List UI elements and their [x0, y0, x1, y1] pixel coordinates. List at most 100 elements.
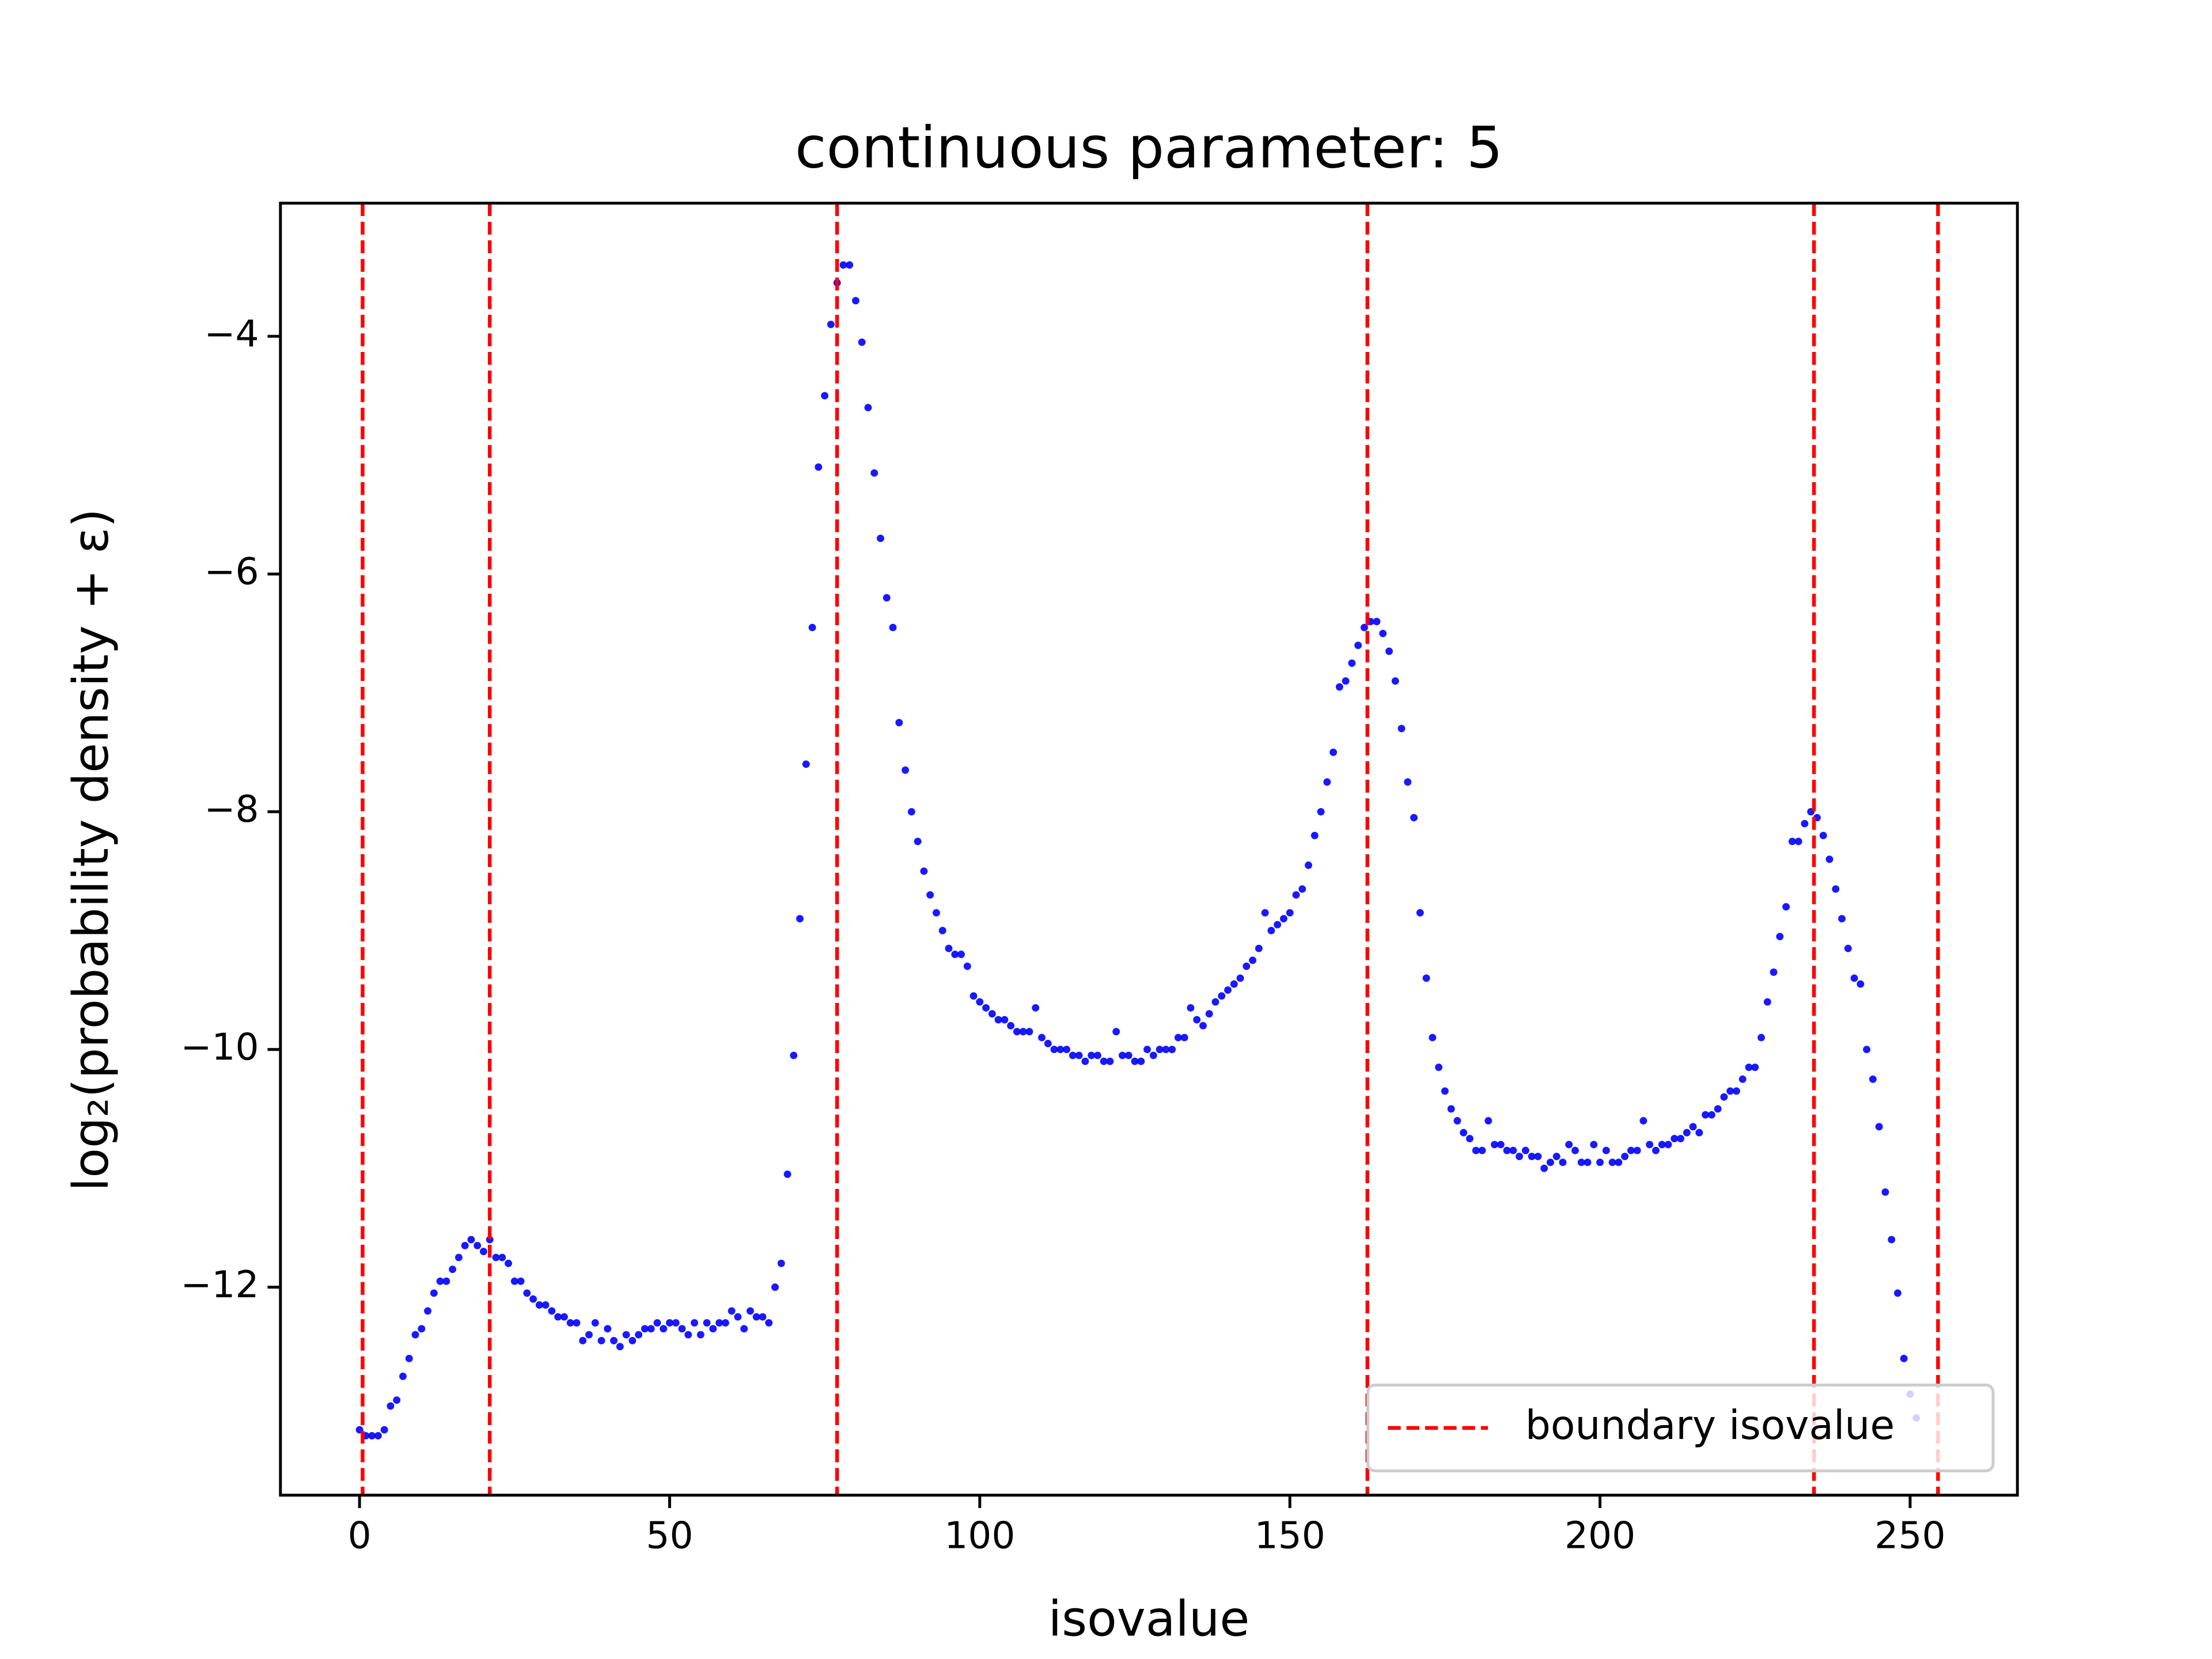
x-tick-label: 250	[1874, 1514, 1945, 1558]
point	[1093, 1051, 1101, 1059]
point	[839, 261, 847, 269]
point	[1279, 915, 1287, 923]
point	[535, 1301, 543, 1309]
x-tick-label: 0	[348, 1514, 372, 1558]
point	[1602, 1146, 1610, 1154]
plot-frame	[279, 202, 2019, 1497]
point	[1590, 1141, 1598, 1149]
point	[678, 1325, 686, 1333]
point	[1621, 1153, 1629, 1160]
point	[882, 594, 891, 602]
point	[411, 1331, 419, 1339]
point	[1577, 1158, 1585, 1166]
point	[1218, 992, 1226, 1000]
point	[548, 1307, 556, 1315]
point	[709, 1325, 717, 1333]
point	[1211, 998, 1219, 1006]
point	[467, 1236, 475, 1244]
point	[1001, 1016, 1009, 1024]
point	[1453, 1117, 1461, 1125]
point	[1652, 1146, 1660, 1154]
point	[1112, 1028, 1120, 1036]
point	[653, 1319, 661, 1327]
point	[1497, 1141, 1505, 1149]
point	[1007, 1022, 1015, 1030]
point	[1422, 974, 1430, 982]
point	[1615, 1158, 1623, 1166]
point	[1397, 725, 1406, 733]
point	[1893, 1289, 1902, 1297]
point	[1305, 861, 1312, 869]
point	[1274, 921, 1282, 929]
point	[1286, 909, 1294, 917]
point	[554, 1313, 562, 1321]
point	[1844, 944, 1852, 952]
point	[1205, 1010, 1213, 1018]
point	[1788, 838, 1796, 846]
point	[1230, 980, 1238, 988]
point	[728, 1307, 736, 1315]
point	[1751, 1063, 1759, 1071]
point	[827, 320, 835, 328]
point	[1763, 998, 1771, 1006]
point	[1875, 1123, 1883, 1131]
point	[1119, 1051, 1126, 1059]
point	[1801, 820, 1809, 828]
point	[1100, 1058, 1108, 1065]
point	[1149, 1051, 1157, 1059]
point	[1695, 1128, 1703, 1137]
point	[1330, 748, 1338, 756]
point	[505, 1259, 512, 1267]
point	[846, 261, 854, 269]
point	[870, 469, 878, 477]
point	[1193, 1016, 1201, 1024]
point	[1180, 1033, 1188, 1041]
point	[1825, 855, 1834, 863]
point	[1478, 1146, 1486, 1154]
point	[1540, 1164, 1548, 1172]
point	[1447, 1105, 1455, 1113]
point	[387, 1402, 395, 1410]
point	[1633, 1146, 1641, 1154]
point	[1137, 1058, 1145, 1065]
point	[1317, 808, 1325, 816]
point	[1552, 1153, 1560, 1160]
point	[1888, 1236, 1896, 1244]
x-tick-label: 150	[1255, 1514, 1325, 1558]
point	[1199, 1022, 1207, 1030]
point	[1143, 1046, 1152, 1054]
point	[1484, 1117, 1493, 1125]
point	[430, 1289, 438, 1297]
point	[815, 463, 823, 471]
point	[622, 1331, 630, 1339]
point	[1069, 1051, 1077, 1059]
point	[746, 1307, 754, 1315]
point	[393, 1396, 401, 1404]
point	[988, 1010, 996, 1018]
point	[1726, 1087, 1734, 1095]
point	[790, 1051, 798, 1059]
point	[1292, 891, 1300, 899]
point	[696, 1331, 704, 1339]
point	[641, 1325, 649, 1333]
x-tick-label: 100	[944, 1514, 1015, 1558]
point	[1429, 1033, 1437, 1041]
point	[821, 392, 829, 400]
point	[591, 1319, 599, 1327]
point	[858, 338, 866, 346]
point	[1088, 1051, 1096, 1059]
point	[1038, 1033, 1046, 1041]
point	[1360, 623, 1368, 631]
point	[1584, 1158, 1592, 1166]
point	[1416, 909, 1424, 917]
point	[1509, 1146, 1517, 1154]
point	[1249, 956, 1257, 964]
point	[1056, 1046, 1065, 1054]
point	[1354, 641, 1362, 649]
y-tick-label: −4	[204, 312, 259, 355]
point	[1063, 1046, 1071, 1054]
point	[1720, 1093, 1728, 1101]
point	[1019, 1028, 1027, 1036]
